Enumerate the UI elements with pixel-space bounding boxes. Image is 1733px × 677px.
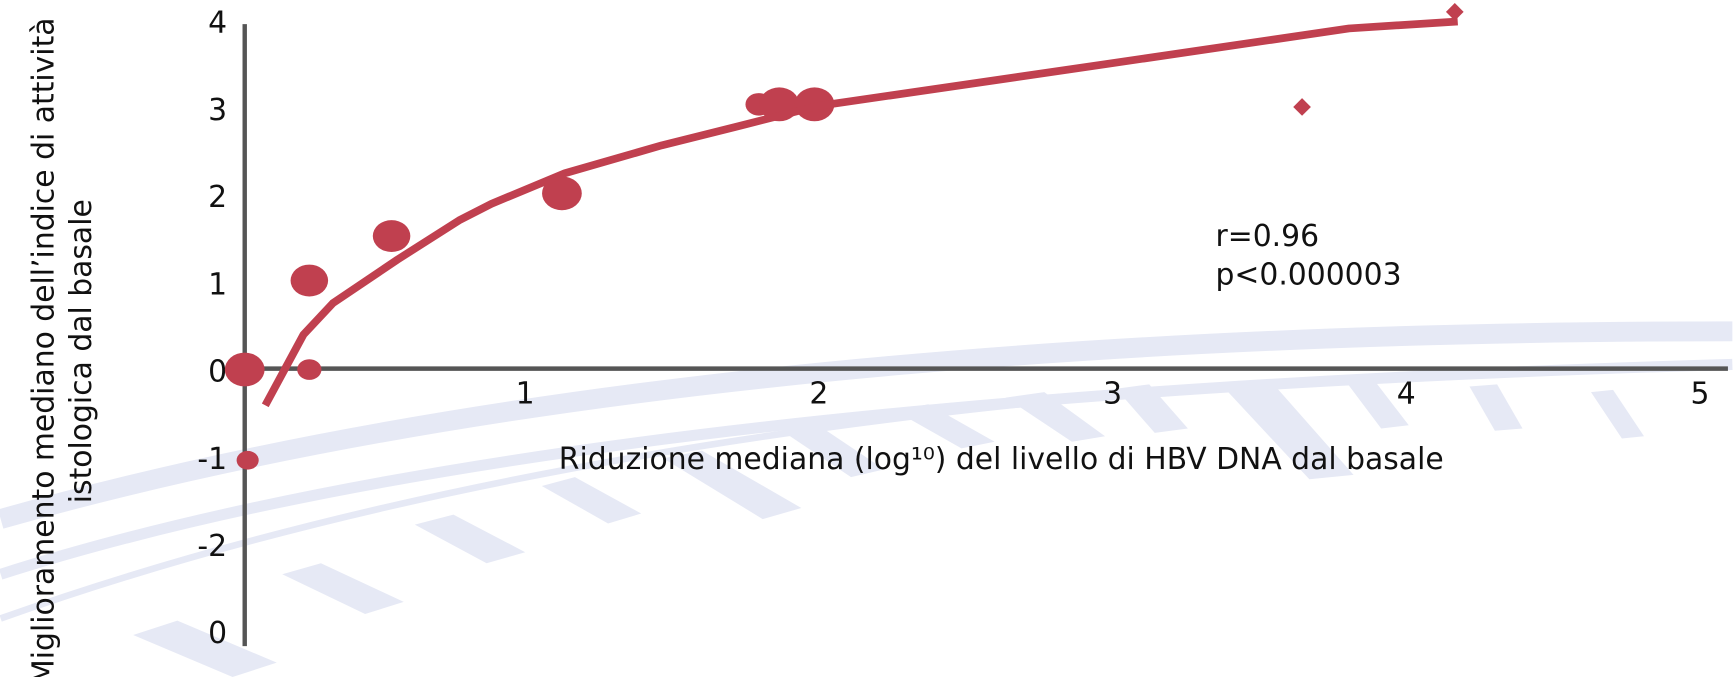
y-tick-label: 0 — [208, 355, 227, 390]
x-tick-label: 3 — [1103, 377, 1122, 412]
data-point — [1293, 98, 1311, 116]
y-tick-label: 4 — [208, 6, 227, 41]
data-point — [297, 359, 322, 380]
data-point — [542, 176, 582, 211]
x-axis-label: Riduzione mediana (log¹⁰) del livello di… — [559, 442, 1444, 477]
y-tick-label: 1 — [208, 267, 227, 302]
y-tick-label: 2 — [208, 180, 227, 215]
background-decoration — [0, 321, 1733, 677]
data-point — [290, 264, 329, 297]
y-tick-label: -2 — [197, 529, 227, 564]
data-point — [372, 220, 411, 253]
x-tick-label: 4 — [1397, 377, 1416, 412]
y-tick-label: 3 — [208, 93, 227, 128]
y-axis-label: istologica dal basale — [64, 199, 99, 503]
x-tick-label: 5 — [1691, 377, 1710, 412]
y-tick-label: -1 — [197, 442, 227, 477]
y-tick-label: 0 — [208, 616, 227, 651]
data-point — [236, 450, 259, 470]
data-point — [224, 352, 265, 387]
annotation: p<0.000003 — [1215, 258, 1401, 293]
y-axis-label: Miglioramento mediano dell’indice di att… — [26, 17, 61, 677]
x-tick-label: 2 — [809, 377, 828, 412]
x-tick-label: 1 — [516, 377, 535, 412]
trend-line — [261, 17, 1458, 408]
annotation: r=0.96 — [1215, 219, 1319, 254]
